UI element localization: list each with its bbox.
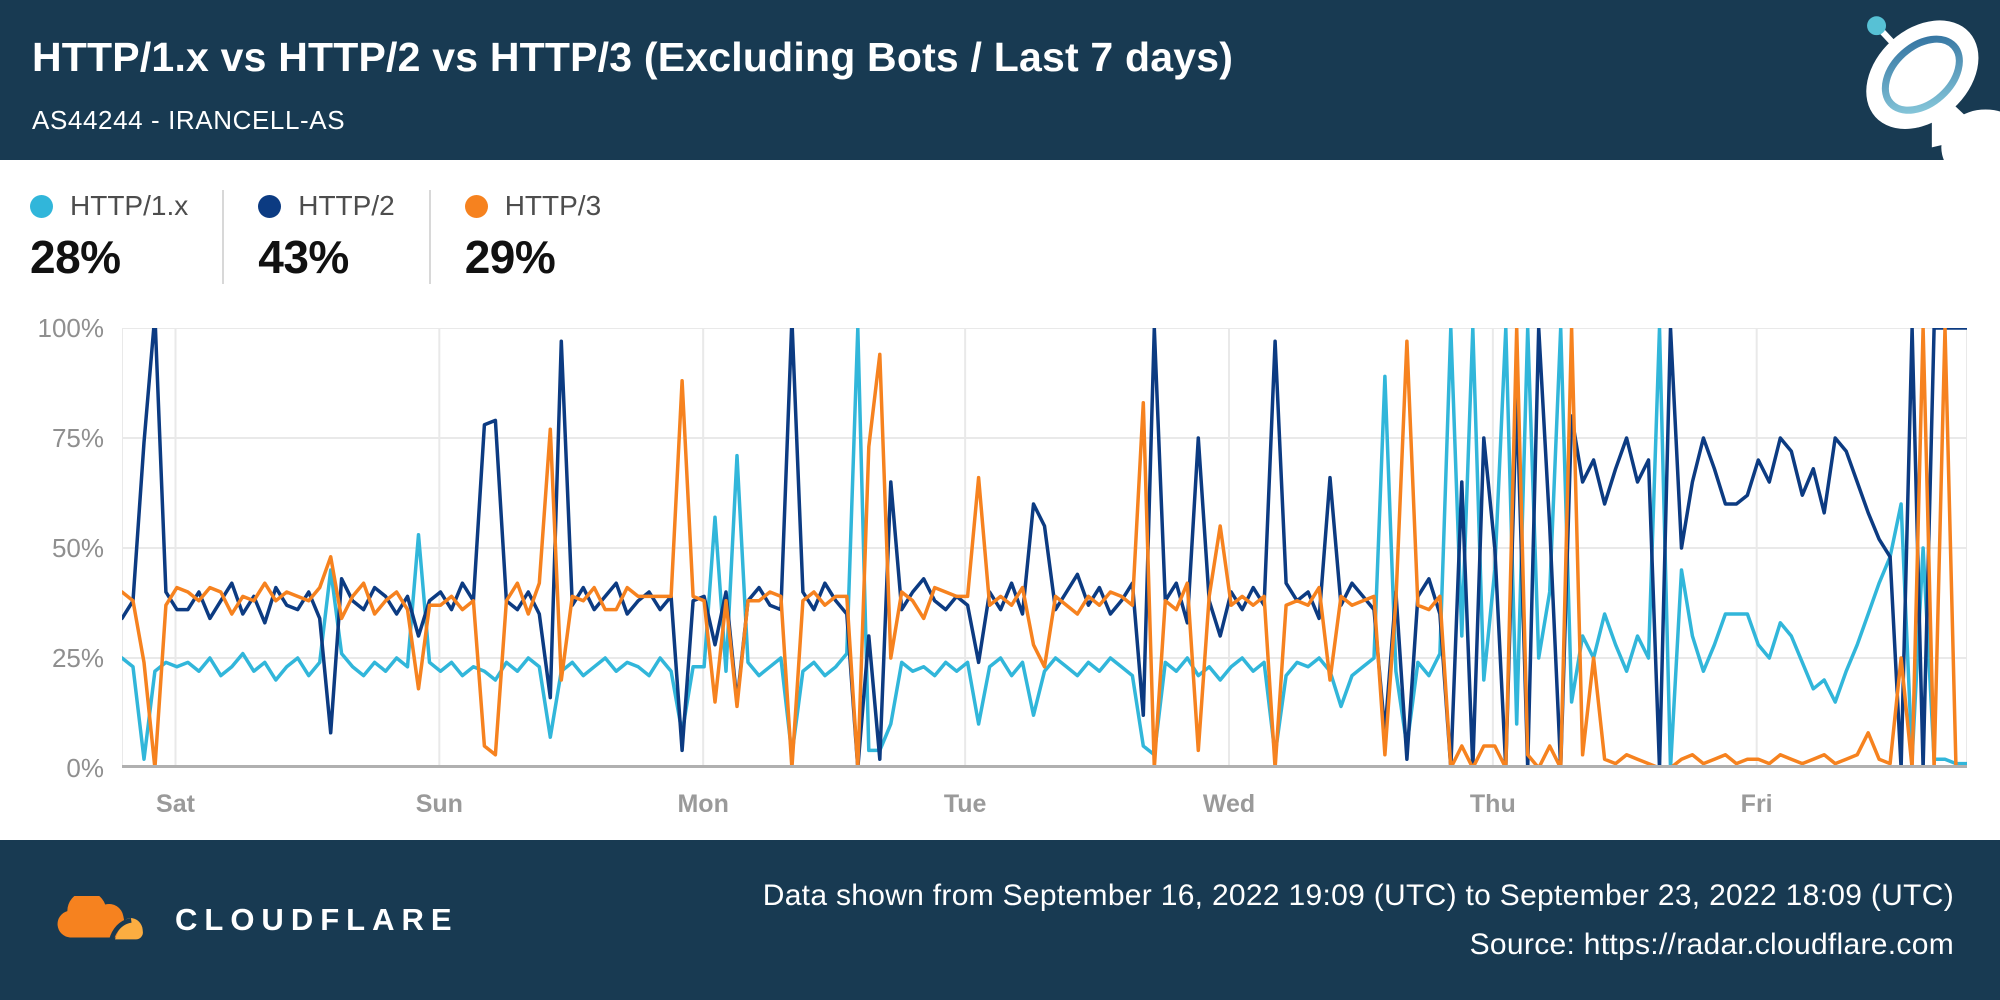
footer: CLOUDFLARE Data shown from September 16,…	[0, 840, 2000, 1000]
page-title: HTTP/1.x vs HTTP/2 vs HTTP/3 (Excluding …	[32, 34, 1234, 80]
source-url-text: Source: https://radar.cloudflare.com	[1469, 928, 1954, 961]
header: HTTP/1.x vs HTTP/2 vs HTTP/3 (Excluding …	[0, 0, 2000, 160]
data-range-text: Data shown from September 16, 2022 19:09…	[762, 879, 1954, 912]
line-chart: 0% 25% 50% 75% 100% Sat Sun Mon Tue Wed Thu Fri	[0, 285, 2000, 840]
http2-color-dot-icon	[258, 194, 282, 218]
y-tick-label: 25%	[51, 643, 104, 673]
legend-label-http1: HTTP/1.x	[70, 190, 189, 221]
cloudflare-wordmark: CLOUDFLARE	[175, 902, 459, 937]
cloudflare-logo-icon	[56, 891, 160, 945]
legend: HTTP/1.x 28% HTTP/2 43% HTTP/3 29%	[0, 160, 2000, 285]
x-tick-label: Sun	[415, 790, 463, 818]
legend-label-http3: HTTP/3	[504, 190, 602, 221]
cloudflare-brand: CLOUDFLARE	[56, 891, 459, 945]
y-tick-label: 0%	[66, 753, 104, 783]
http3-color-dot-icon	[464, 194, 488, 218]
y-tick-label: 50%	[51, 533, 104, 563]
y-tick-label: 75%	[51, 423, 104, 453]
footer-attribution: Data shown from September 16, 2022 19:09…	[763, 871, 1954, 969]
satellite-dish-icon	[1840, 2, 2000, 160]
page-subtitle: AS44244 - IRANCELL-AS	[32, 105, 346, 135]
http1-color-dot-icon	[30, 194, 53, 218]
legend-value-http3: 29%	[464, 231, 556, 283]
x-tick-label: Sat	[156, 790, 195, 818]
x-tick-label: Thu	[1469, 790, 1516, 818]
legend-label-http2: HTTP/2	[298, 190, 395, 221]
x-tick-label: Tue	[943, 790, 987, 818]
legend-value-http2: 43%	[258, 231, 349, 283]
legend-item-http2: HTTP/2 43%	[222, 190, 428, 284]
legend-item-http1: HTTP/1.x 28%	[30, 190, 222, 284]
y-tick-label: 100%	[37, 313, 105, 343]
x-tick-label: Wed	[1202, 790, 1256, 818]
x-tick-label: Mon	[677, 790, 729, 818]
legend-item-http3: HTTP/3 29%	[428, 190, 635, 284]
x-tick-label: Fri	[1740, 790, 1773, 818]
chart-plot-area	[122, 328, 1967, 768]
legend-value-http1: 28%	[30, 231, 121, 283]
